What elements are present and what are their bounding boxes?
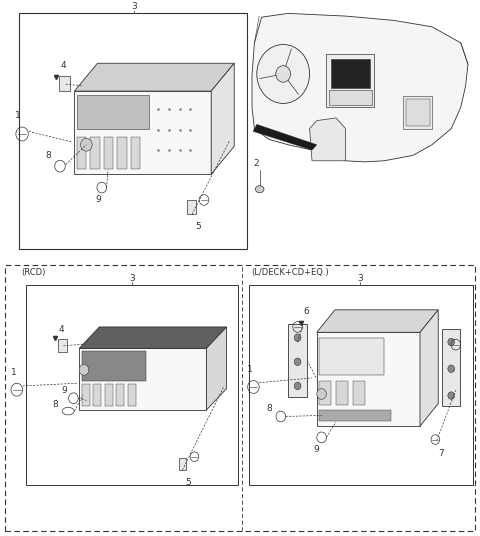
Bar	[77, 137, 86, 169]
Text: 8: 8	[45, 151, 51, 160]
Polygon shape	[58, 339, 67, 352]
Polygon shape	[206, 327, 227, 410]
Text: 1: 1	[11, 368, 16, 377]
Text: 8: 8	[52, 400, 58, 409]
Bar	[329, 90, 372, 105]
Bar	[336, 381, 348, 405]
Polygon shape	[252, 13, 468, 162]
Bar	[353, 381, 365, 405]
Text: 1: 1	[247, 366, 253, 374]
Circle shape	[79, 364, 89, 375]
Text: 9: 9	[313, 445, 319, 453]
Polygon shape	[420, 310, 438, 426]
Circle shape	[81, 138, 92, 151]
Polygon shape	[211, 63, 234, 174]
Bar	[288, 324, 307, 397]
Polygon shape	[79, 348, 206, 410]
Text: 3: 3	[129, 274, 135, 282]
Bar	[249, 285, 473, 485]
Polygon shape	[59, 76, 70, 91]
Polygon shape	[74, 63, 234, 91]
Circle shape	[294, 358, 301, 366]
Circle shape	[317, 389, 326, 399]
Text: 5: 5	[186, 478, 192, 487]
Bar	[82, 384, 90, 406]
Bar	[406, 99, 430, 126]
Circle shape	[294, 334, 301, 341]
Bar	[128, 384, 136, 406]
Bar	[82, 351, 146, 381]
Text: 2: 2	[253, 159, 259, 168]
Polygon shape	[74, 91, 211, 174]
Text: 9: 9	[61, 386, 67, 394]
Polygon shape	[179, 458, 186, 470]
Circle shape	[448, 392, 455, 399]
Bar	[131, 137, 140, 169]
Polygon shape	[317, 332, 420, 426]
Bar	[26, 285, 238, 485]
Polygon shape	[187, 200, 196, 214]
Bar	[116, 384, 124, 406]
Bar	[93, 384, 101, 406]
Circle shape	[257, 44, 310, 103]
Polygon shape	[310, 118, 346, 161]
Bar	[319, 381, 331, 405]
Text: 5: 5	[195, 222, 201, 231]
Bar	[117, 137, 127, 169]
Bar	[403, 96, 432, 129]
Circle shape	[276, 66, 290, 82]
Text: 4: 4	[61, 62, 67, 70]
Bar	[104, 137, 113, 169]
Text: 3: 3	[132, 3, 137, 11]
Text: 4: 4	[59, 325, 64, 334]
Bar	[19, 13, 247, 249]
Text: 9: 9	[96, 196, 101, 204]
Polygon shape	[253, 124, 317, 150]
Bar	[77, 95, 149, 129]
Bar	[5, 265, 475, 531]
Circle shape	[448, 338, 455, 346]
Text: 3: 3	[357, 274, 363, 282]
Bar	[105, 384, 113, 406]
Bar	[331, 59, 370, 88]
Text: (RCD): (RCD)	[22, 268, 46, 277]
Text: 8: 8	[266, 405, 272, 413]
Polygon shape	[317, 310, 438, 332]
Text: (L/DECK+CD+EQ.): (L/DECK+CD+EQ.)	[251, 268, 329, 277]
Text: 1: 1	[15, 111, 21, 120]
Polygon shape	[79, 327, 227, 348]
Bar	[319, 338, 384, 375]
Text: 7: 7	[438, 450, 444, 458]
Bar	[442, 329, 460, 406]
Bar	[90, 137, 100, 169]
Bar	[326, 54, 374, 107]
Circle shape	[448, 365, 455, 373]
Circle shape	[294, 382, 301, 390]
Bar	[319, 410, 391, 421]
Ellipse shape	[255, 185, 264, 192]
Text: 6: 6	[303, 307, 309, 316]
